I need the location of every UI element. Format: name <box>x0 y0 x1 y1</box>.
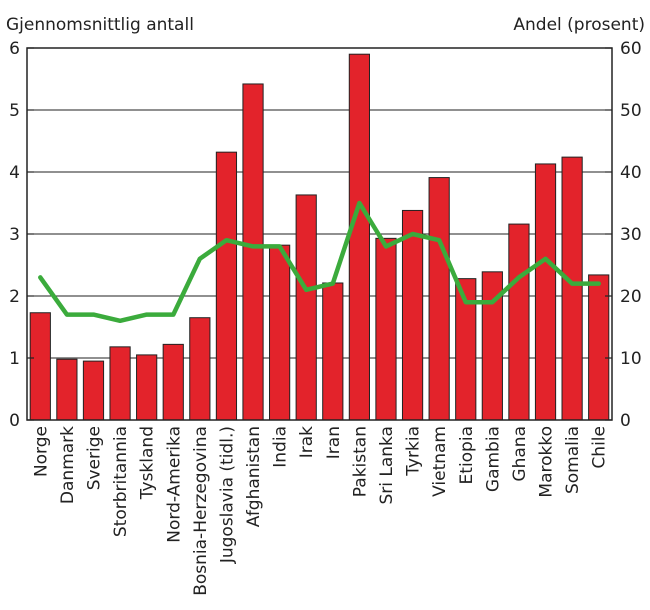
bar <box>29 312 51 421</box>
line-point <box>146 314 148 316</box>
category-label: Nord-Amerika <box>164 426 184 543</box>
category-label: Iran <box>324 426 344 459</box>
line-point <box>252 245 254 247</box>
bar <box>348 53 370 421</box>
category-label: Vietnam <box>430 426 450 497</box>
bar <box>215 151 238 421</box>
line-point <box>225 239 228 241</box>
category-label: Storbritannia <box>111 426 131 537</box>
bar <box>322 282 344 421</box>
bar <box>109 346 131 421</box>
right-tick-label: 30 <box>620 225 642 245</box>
bar <box>508 223 530 421</box>
left-axis-title: Gjennomsnittlig antall <box>6 15 194 35</box>
bar <box>189 317 211 421</box>
line-point <box>66 314 68 316</box>
right-tick-label: 60 <box>620 39 642 59</box>
line-point <box>119 320 121 322</box>
line-point <box>465 301 467 303</box>
line-point <box>411 233 414 235</box>
category-label: Afghanistan <box>244 426 264 527</box>
category-label: India <box>271 426 291 468</box>
category-label: Etiopia <box>457 426 477 484</box>
left-tick-label: 5 <box>9 101 20 121</box>
bar <box>82 360 105 421</box>
bar <box>375 237 397 421</box>
line-point <box>279 245 281 247</box>
bar-series <box>29 53 610 421</box>
line-point <box>598 283 600 285</box>
category-label: Bosnia-Herzegovina <box>191 426 211 596</box>
line-point <box>438 239 440 241</box>
category-label: Norge <box>31 426 51 477</box>
category-label: Tyskland <box>138 426 158 500</box>
category-label: Tyrkia <box>404 426 424 477</box>
category-label: Pakistan <box>350 426 370 497</box>
right-tick-label: 40 <box>620 163 642 183</box>
right-tick-label: 50 <box>620 101 642 121</box>
bar <box>588 274 610 421</box>
line-point <box>172 314 174 316</box>
line-point <box>544 258 547 260</box>
left-tick-label: 6 <box>9 39 20 59</box>
line-point <box>571 283 573 285</box>
right-axis-title: Andel (prosent) <box>513 15 645 35</box>
category-label: Danmark <box>58 426 78 504</box>
bar <box>295 194 317 421</box>
line-point <box>39 276 41 278</box>
category-label: Sri Lanka <box>377 426 397 505</box>
bar <box>534 163 557 421</box>
line-point <box>199 258 201 260</box>
line-point <box>358 202 360 204</box>
category-label: Sverige <box>84 426 104 490</box>
category-label: Irak <box>297 426 317 458</box>
bar <box>428 177 450 421</box>
right-tick-label: 20 <box>620 287 642 307</box>
right-tick-label: 0 <box>620 411 631 431</box>
bar <box>242 83 264 421</box>
category-label: Gambia <box>483 426 503 492</box>
line-point <box>491 301 493 303</box>
category-label: Ghana <box>510 426 530 482</box>
category-label: Jugoslavia (tidl.) <box>217 426 237 564</box>
category-label: Marokko <box>537 426 557 498</box>
bar <box>136 354 158 421</box>
line-path <box>38 200 601 324</box>
bar <box>162 343 184 421</box>
line-series <box>38 200 601 324</box>
left-tick-label: 1 <box>9 349 20 369</box>
left-tick-label: 4 <box>9 163 20 183</box>
line-point <box>332 283 334 285</box>
category-label: Chile <box>590 426 610 469</box>
category-label: Somalia <box>563 426 583 494</box>
bar <box>56 358 78 421</box>
line-point <box>385 245 387 247</box>
right-tick-label: 10 <box>620 349 642 369</box>
bar <box>561 156 583 421</box>
left-tick-label: 0 <box>9 411 20 431</box>
line-point <box>305 289 307 291</box>
left-tick-label: 2 <box>9 287 20 307</box>
left-tick-label: 3 <box>9 225 20 245</box>
line-point <box>92 314 95 316</box>
bar <box>269 244 291 421</box>
line-point <box>518 276 520 278</box>
bar <box>401 209 424 421</box>
